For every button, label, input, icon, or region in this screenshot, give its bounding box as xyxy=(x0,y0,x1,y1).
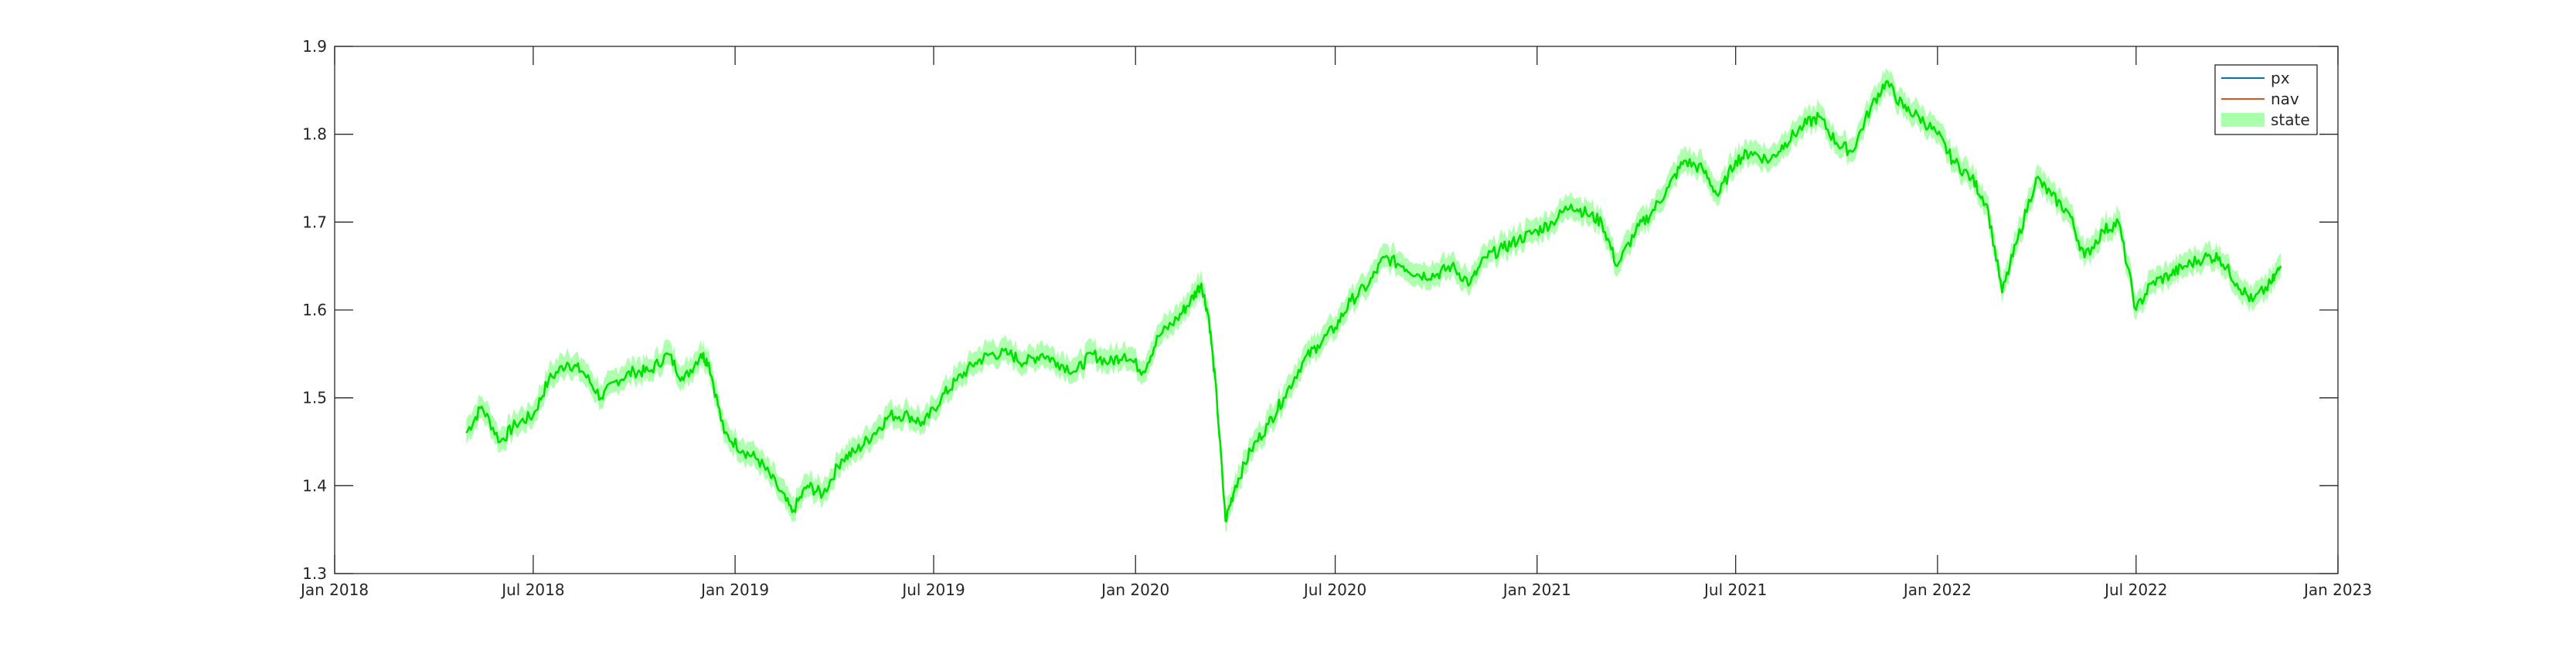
legend-label-nav: nav xyxy=(2271,90,2299,108)
x-tick-label: Jul 2019 xyxy=(900,581,965,599)
legend-label-state: state xyxy=(2271,111,2310,129)
y-tick-label: 1.6 xyxy=(302,301,327,319)
y-tick-label: 1.7 xyxy=(302,213,327,231)
axes-frame xyxy=(334,46,2339,574)
x-tick-label: Jan 2019 xyxy=(699,581,769,599)
x-tick-label: Jan 2023 xyxy=(2302,581,2372,599)
x-tick-label: Jul 2020 xyxy=(1302,581,1366,599)
state-line xyxy=(465,80,2282,523)
legend-swatch-state xyxy=(2221,113,2265,127)
x-tick-label: Jul 2022 xyxy=(2103,581,2167,599)
x-tick-label: Jul 2021 xyxy=(1703,581,1767,599)
x-tick-label: Jan 2020 xyxy=(1100,581,1169,599)
y-tick-label: 1.9 xyxy=(302,37,327,56)
y-tick-label: 1.4 xyxy=(302,476,327,495)
y-tick-label: 1.5 xyxy=(302,389,327,407)
state-band-layer xyxy=(466,68,2282,533)
x-axis: Jan 2018 Jul 2018 Jan 2019 Jul 2019 Jan 2020… xyxy=(299,46,2372,599)
state-line-layer xyxy=(465,80,2282,523)
state-band xyxy=(466,68,2282,533)
legend: px nav state xyxy=(2214,64,2318,135)
x-tick-label: Jan 2018 xyxy=(299,581,369,599)
x-tick-label: Jul 2018 xyxy=(500,581,564,599)
legend-label-px: px xyxy=(2271,69,2290,87)
y-tick-label: 1.8 xyxy=(302,125,327,144)
x-tick-label: Jan 2022 xyxy=(1902,581,1972,599)
y-tick-label: 1.3 xyxy=(302,564,327,583)
x-tick-label: Jan 2021 xyxy=(1502,581,1571,599)
y-axis: 1.3 1.4 1.5 1.6 1.7 1.8 1.9 xyxy=(302,37,2338,583)
